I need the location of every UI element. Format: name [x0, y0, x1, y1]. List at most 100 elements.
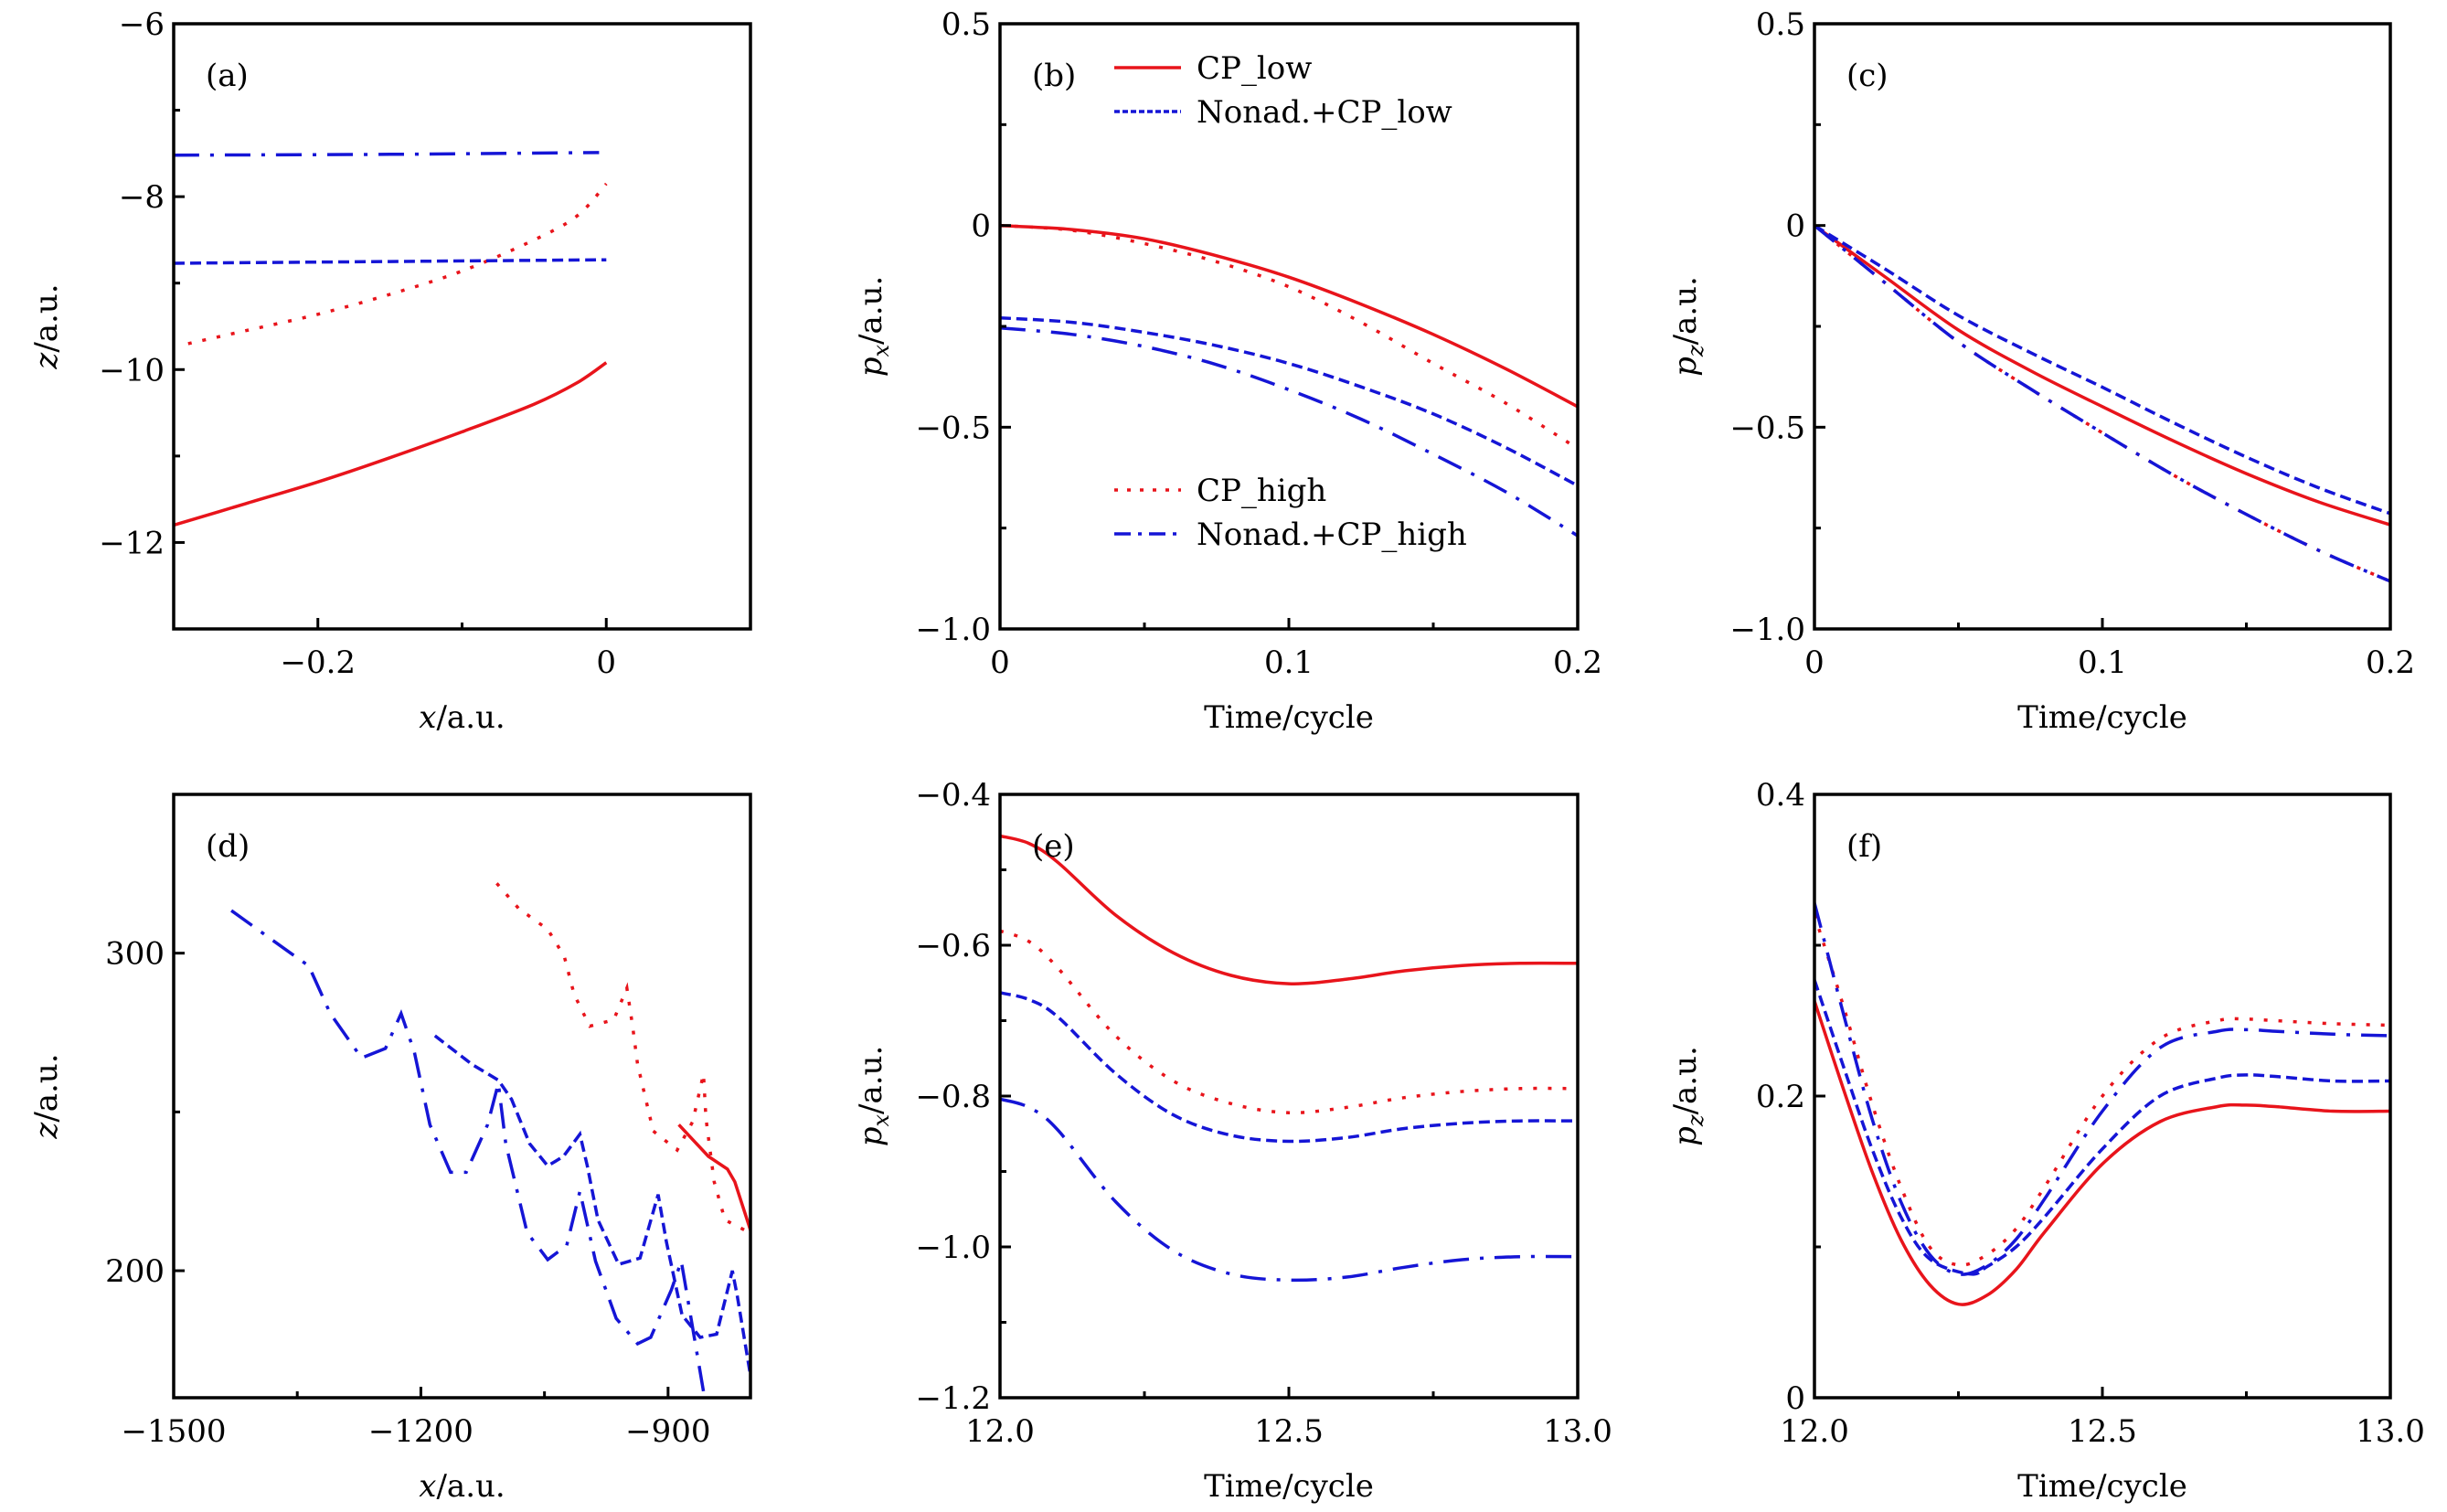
series-cp-low	[1000, 834, 1578, 985]
axes-frame	[1813, 22, 2392, 631]
series-group	[230, 882, 750, 1392]
y-tick-label: −1.0	[1729, 612, 1805, 648]
series-cp-low	[174, 361, 608, 527]
y-axis-label: z/a.u.	[28, 1053, 65, 1139]
legend-label: Nonad.+CP_low	[1197, 94, 1452, 131]
series-nonad-cp-low	[174, 258, 607, 265]
legend-item-cp-low: CP_low	[1114, 50, 1312, 87]
series-cp-low	[1000, 223, 1578, 409]
series-cp-high	[1000, 929, 1578, 1114]
series-group	[1000, 223, 1578, 538]
y-tick-label: 300	[105, 936, 165, 973]
series-nonad-cp-low	[1000, 315, 1578, 487]
panel-label: (b)	[1032, 58, 1076, 94]
x-tick-label: 0.2	[2366, 644, 2415, 681]
x-tick-label: 13.0	[2356, 1413, 2425, 1450]
y-tick-label: −0.5	[1729, 410, 1805, 446]
y-tick-label: −1.0	[915, 612, 991, 648]
y-tick-label: 200	[105, 1253, 165, 1290]
x-axis-label: x/a.u.	[419, 1468, 505, 1505]
x-tick-label: 13.0	[1543, 1413, 1612, 1450]
panel-label: (c)	[1846, 58, 1888, 94]
panel-f: 12.0 12.5 13.0 0 0.2 0.4 Time/cycle pz/a.u. (f)	[1667, 777, 2425, 1505]
x-tick-label: 0.1	[1264, 644, 1314, 681]
y-tick-label: −1.0	[915, 1230, 991, 1266]
series-nonad-cp-high	[1000, 326, 1578, 538]
series-nonad-cp-high	[230, 909, 706, 1392]
panel-label: (f)	[1846, 828, 1882, 865]
x-axis-label: Time/cycle	[1204, 699, 1374, 736]
series-cp-high	[1814, 914, 2390, 1267]
y-tick-label: 0.2	[1756, 1079, 1805, 1115]
series-nonad-cp-low	[1814, 224, 2390, 516]
y-axis-label: px/a.u.	[853, 276, 894, 378]
x-tick-label: 12.0	[965, 1413, 1035, 1450]
y-tick-label: 0.5	[1756, 6, 1805, 43]
y-tick-label: −0.6	[915, 928, 991, 964]
series-cp-low	[1814, 1000, 2390, 1306]
y-tick-label: −12	[99, 525, 165, 561]
series-nonad-cp-low	[1814, 979, 2390, 1276]
legend-label: CP_high	[1197, 473, 1326, 509]
x-tick-label: −900	[625, 1413, 710, 1450]
panel-d: −1500 −1200 −900 200 300 x/a.u. z/a.u. (d)	[28, 793, 752, 1505]
y-tick-label: 0.5	[942, 6, 991, 43]
legend-item-nonad-cp-low: Nonad.+CP_low	[1114, 94, 1452, 131]
y-axis-label: pz/a.u.	[1667, 1046, 1708, 1146]
y-axis-label: px/a.u.	[853, 1046, 894, 1147]
panel-a: −0.2 0 −12 −10 −8 −6 x/a.u. z/a.u. (a)	[28, 6, 752, 736]
panel-c: 0 0.1 0.2 −1.0 −0.5 0 0.5 Time/cycle pz/a.u. (c)	[1667, 6, 2415, 736]
series-nonad-cp-high	[1000, 1097, 1578, 1283]
panel-b: 0 0.1 0.2 −1.0 −0.5 0 0.5 Time/cycle px/a.u. (b)	[853, 6, 1602, 736]
series-cp-high	[187, 182, 608, 346]
x-tick-label: 0.1	[2078, 644, 2127, 681]
y-axis-label: pz/a.u.	[1667, 276, 1708, 377]
legend: CP_low Nonad.+CP_low CP_high Nonad.+CP_high	[1114, 50, 1467, 553]
y-tick-label: 0	[1785, 208, 1805, 245]
y-tick-label: −0.4	[915, 777, 991, 814]
series-group	[174, 151, 608, 527]
series-nonad-cp-high	[1814, 224, 2390, 583]
series-group	[1000, 834, 1578, 1283]
legend-label: Nonad.+CP_high	[1197, 516, 1467, 553]
x-tick-label: 0	[596, 644, 616, 681]
panel-label: (d)	[206, 828, 250, 865]
x-axis-label: Time/cycle	[1204, 1468, 1374, 1505]
series-nonad-cp-low	[1000, 991, 1578, 1144]
panel-e: 12.0 12.5 13.0 −1.2 −1.0 −0.8 −0.6 −0.4 Time/cyc…	[853, 777, 1612, 1505]
x-tick-label: 12.5	[1254, 1413, 1324, 1450]
x-tick-label: 0.2	[1553, 644, 1602, 681]
y-tick-label: 0	[971, 208, 991, 245]
axes-frame	[998, 793, 1580, 1400]
x-tick-label: 0	[990, 644, 1010, 681]
y-tick-label: −1.2	[915, 1380, 991, 1417]
series-nonad-cp-high	[1814, 902, 2390, 1276]
y-tick-label: −0.8	[915, 1079, 991, 1115]
y-tick-label: −6	[119, 6, 165, 43]
x-tick-label: 12.5	[2068, 1413, 2137, 1450]
series-cp-low	[677, 1123, 750, 1233]
legend-item-cp-high: CP_high	[1114, 473, 1326, 509]
series-cp-high	[1000, 223, 1578, 451]
x-axis-label: x/a.u.	[419, 699, 505, 736]
y-tick-label: −0.5	[915, 410, 991, 446]
y-axis-label: z/a.u.	[28, 283, 65, 369]
series-cp-low	[1814, 224, 2390, 527]
panel-label: (a)	[206, 58, 249, 94]
x-tick-label: −1200	[368, 1413, 473, 1450]
axes-frame	[172, 793, 752, 1400]
y-tick-label: 0.4	[1756, 777, 1805, 814]
series-group	[1814, 902, 2390, 1306]
x-axis-label: Time/cycle	[2017, 1468, 2187, 1505]
series-nonad-cp-high	[174, 151, 600, 157]
panel-label: (e)	[1032, 828, 1075, 865]
series-nonad-cp-low	[433, 1034, 750, 1376]
legend-label: CP_low	[1197, 50, 1312, 87]
legend-item-nonad-cp-high: Nonad.+CP_high	[1114, 516, 1467, 553]
x-tick-label: 0	[1804, 644, 1825, 681]
y-tick-label: −8	[119, 179, 165, 216]
series-group	[1814, 224, 2390, 583]
series-cp-high	[495, 882, 750, 1234]
y-tick-label: 0	[1785, 1380, 1805, 1417]
